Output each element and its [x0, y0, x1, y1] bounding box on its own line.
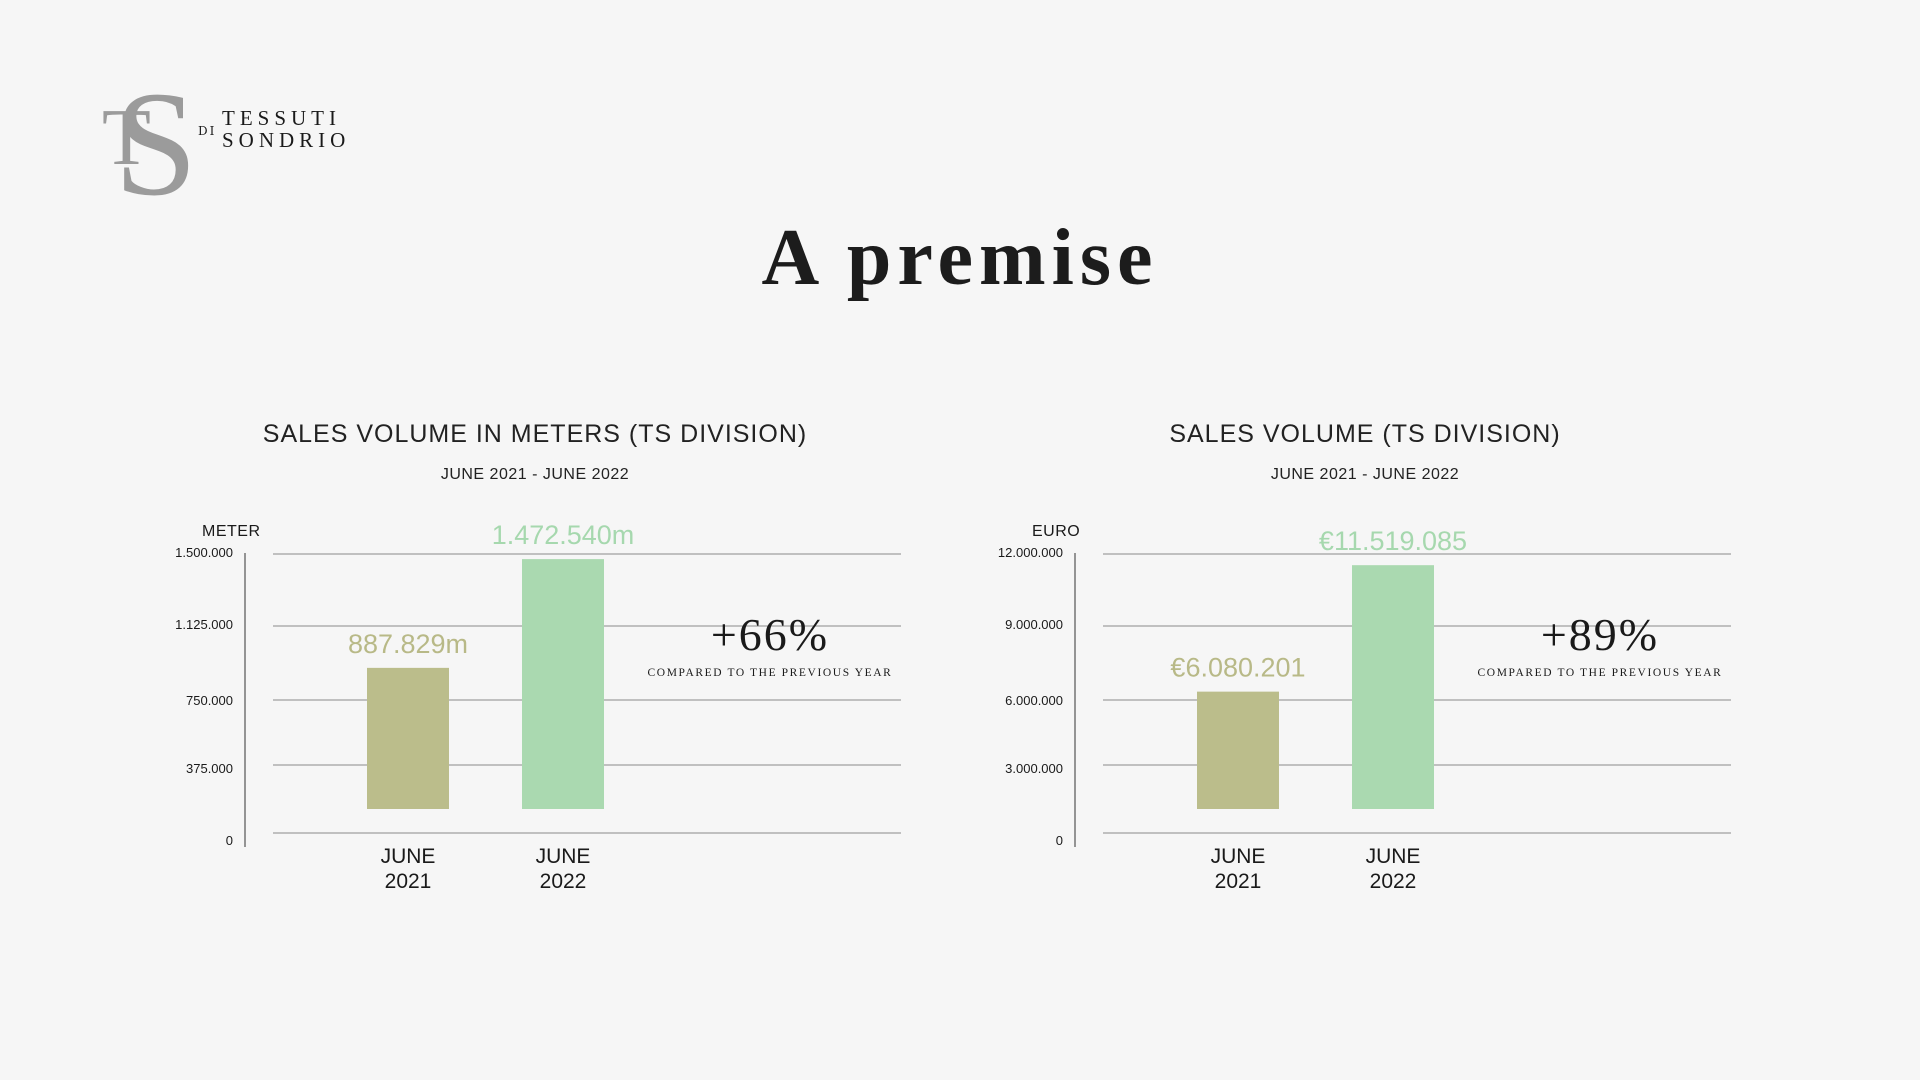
y-tick-label: 1.500.000 [175, 545, 233, 560]
chart-title: SALES VOLUME IN METERS (TS DIVISION) [262, 420, 808, 448]
growth-note: COMPARED TO THE PREVIOUS YEAR [648, 667, 893, 679]
y-tick-label: 6.000.000 [1005, 693, 1063, 708]
category-label: 2022 [1370, 870, 1417, 893]
chart-subtitle: JUNE 2021 - JUNE 2022 [440, 466, 630, 483]
category-label: JUNE [381, 845, 436, 868]
y-tick-label: 1.125.000 [175, 617, 233, 632]
monogram-t: T [102, 94, 151, 182]
data-label: €6.080.201 [1170, 653, 1305, 683]
category-label: 2021 [385, 870, 432, 893]
y-tick-label: 9.000.000 [1005, 617, 1063, 632]
y-axis-label: EURO [1032, 523, 1080, 540]
growth-percentage: +66% [711, 609, 829, 660]
y-tick-label: 750.000 [186, 693, 233, 708]
bar-2 [1352, 565, 1434, 809]
monogram-s: S [114, 76, 197, 198]
bar-1 [1197, 691, 1279, 809]
y-tick-label: 12.000.000 [998, 545, 1063, 560]
data-label: 1.472.540m [492, 520, 635, 550]
brand-line-1: TESSUTI [222, 106, 341, 130]
chart-euro: 0 3.000.000 6.000.000 9.000.000 12.000.000 EU… [998, 523, 1731, 893]
growth-note: COMPARED TO THE PREVIOUS YEAR [1478, 667, 1723, 679]
y-tick-label: 375.000 [186, 761, 233, 776]
category-label: 2021 [1215, 870, 1262, 893]
category-label: JUNE [1366, 845, 1421, 868]
category-label: JUNE [536, 845, 591, 868]
ts-monogram-icon: T S [102, 76, 197, 198]
chart-panel-euro: SALES VOLUME (TS DIVISION) JUNE 2021 - J… [975, 420, 1835, 920]
y-tick-label: 0 [1056, 833, 1063, 848]
chart-meters: 0 375.000 750.000 1.125.000 1.500.000 METER 88… [175, 520, 901, 893]
data-label: €11.519.085 [1319, 526, 1467, 556]
data-label: 887.829m [348, 629, 468, 659]
y-tick-label: 3.000.000 [1005, 761, 1063, 776]
brand-line-2: SONDRIO [222, 128, 351, 152]
page-title: A premise [761, 214, 1159, 302]
chart-title: SALES VOLUME (TS DIVISION) [1169, 420, 1561, 448]
chart-subtitle: JUNE 2021 - JUNE 2022 [1270, 466, 1460, 483]
y-axis-label: METER [202, 523, 261, 540]
growth-percentage: +89% [1541, 609, 1659, 660]
chart-panel-meters: SALES VOLUME IN METERS (TS DIVISION) JUN… [145, 420, 1005, 920]
bar-2 [522, 559, 604, 809]
category-label: JUNE [1211, 845, 1266, 868]
bar-1 [367, 667, 449, 809]
brand-di: DI [198, 124, 217, 138]
brand-logo: T S DI TESSUTI SONDRIO [100, 76, 360, 200]
category-label: 2022 [540, 870, 587, 893]
y-tick-label: 0 [226, 833, 233, 848]
